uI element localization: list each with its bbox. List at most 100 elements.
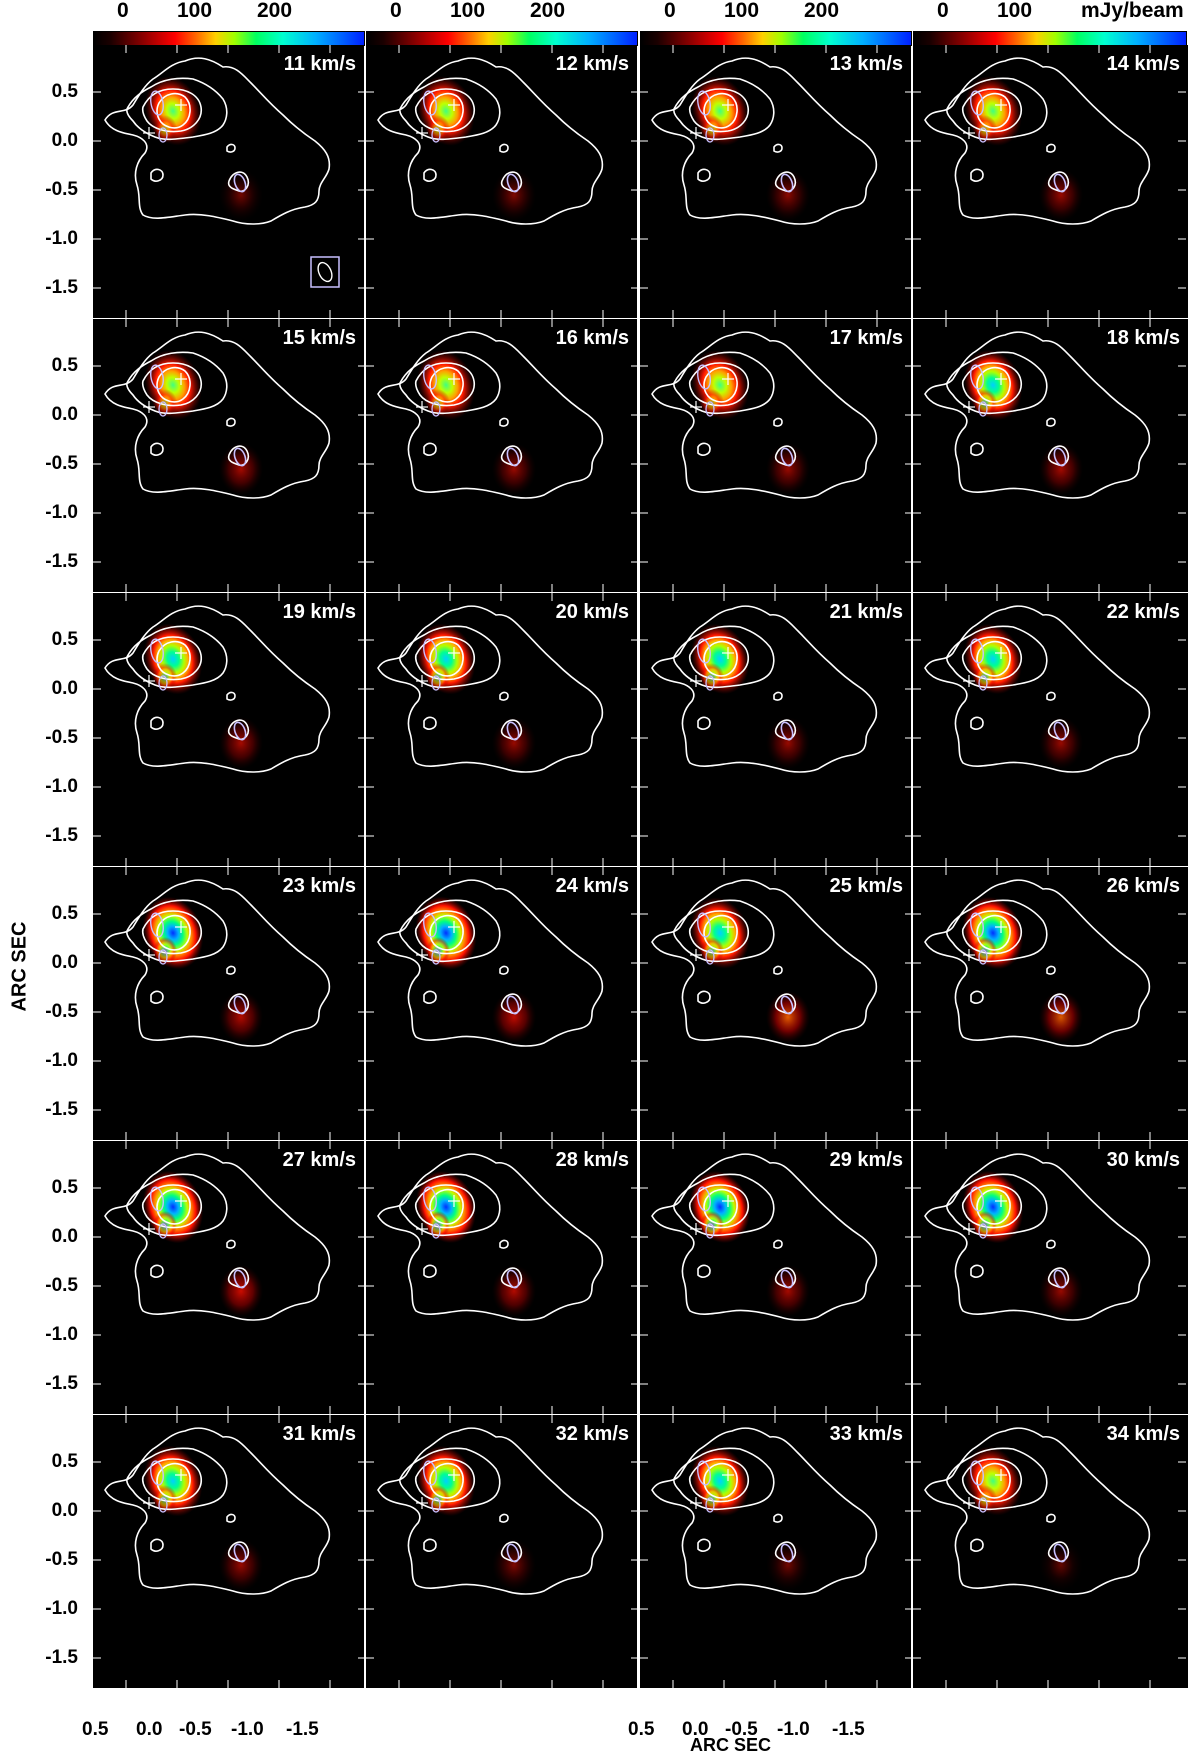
inner-contour: [141, 1184, 203, 1229]
inner-contour: [688, 1184, 750, 1229]
middle-contour: [673, 77, 775, 141]
colorbar-tick: 0: [937, 0, 949, 22]
center-contour-blob: [226, 143, 236, 153]
inner-contour: [961, 88, 1023, 133]
left-contour-blob: [423, 716, 437, 730]
core-contour: [429, 640, 464, 677]
south-source-contour: [233, 721, 247, 741]
south-contour-lobe: [227, 1267, 250, 1289]
core-contour: [156, 366, 191, 403]
secondary-source-contour: [158, 949, 168, 965]
south-source-contour: [780, 173, 794, 193]
left-contour-blob: [150, 442, 164, 456]
left-contour-blob: [697, 1538, 711, 1552]
south-emission: [1039, 443, 1083, 495]
channel-panel: 29 km/s: [640, 1141, 911, 1414]
channel-image: [93, 593, 364, 866]
y-tick: -0.5: [45, 1001, 78, 1022]
y-tick: 0.0: [51, 1500, 78, 1521]
middle-contour: [126, 351, 228, 415]
colorbar-tick: 200: [257, 0, 293, 22]
south-contour-lobe: [227, 1541, 250, 1563]
south-contour-lobe: [500, 1267, 523, 1289]
south-contour-lobe: [774, 993, 797, 1015]
channel-image: [366, 1415, 637, 1688]
x-tick: -1.5: [832, 1719, 865, 1740]
outer-contour: [651, 605, 878, 773]
channel-image: [366, 867, 637, 1140]
outer-contour: [924, 879, 1151, 1047]
core-contour: [703, 914, 738, 951]
core-emission: [143, 623, 203, 695]
center-contour-blob: [499, 691, 509, 701]
velocity-label: 23 km/s: [282, 875, 356, 897]
velocity-label: 18 km/s: [1106, 327, 1180, 349]
middle-contour: [399, 77, 501, 141]
center-contour-blob: [226, 965, 236, 975]
center-contour-blob: [499, 417, 509, 427]
y-tick: -0.5: [45, 1549, 78, 1570]
south-emission: [1039, 1265, 1083, 1317]
y-tick: -0.5: [45, 1275, 78, 1296]
y-tick: -1.0: [45, 1598, 78, 1619]
core-source-contour: [970, 1186, 984, 1212]
secondary-source-contour: [978, 949, 988, 965]
channel-image: [913, 867, 1186, 1140]
middle-contour: [399, 625, 501, 689]
south-emission: [492, 1265, 536, 1317]
inner-contour: [688, 910, 750, 955]
outer-contour: [924, 1153, 1151, 1321]
x-axis-title: ARC SEC: [690, 1735, 772, 1755]
inner-contour: [961, 362, 1023, 407]
inner-contour: [961, 1458, 1023, 1503]
channel-panel: 21 km/s: [640, 593, 911, 866]
south-source-contour: [233, 173, 247, 193]
core-contour: [429, 1188, 464, 1225]
middle-contour: [126, 625, 228, 689]
secondary-source-contour: [705, 949, 715, 965]
inner-contour: [688, 636, 750, 681]
channel-panel: 19 km/s: [93, 593, 364, 866]
y-tick: 0.5: [51, 1451, 78, 1472]
south-contour-lobe: [774, 171, 797, 193]
center-contour-blob: [1046, 417, 1056, 427]
south-contour-lobe: [1047, 171, 1070, 193]
south-source-contour: [1053, 173, 1067, 193]
inner-contour: [961, 910, 1023, 955]
south-emission: [492, 991, 536, 1043]
south-contour-lobe: [500, 719, 523, 741]
secondary-source-contour: [158, 127, 168, 143]
south-source-contour: [1053, 1269, 1067, 1289]
y-tick: -1.5: [45, 1099, 78, 1120]
south-emission: [219, 169, 263, 221]
inner-contour: [141, 636, 203, 681]
channel-image: [93, 45, 364, 318]
core-source-contour: [423, 1186, 437, 1212]
south-contour-lobe: [774, 719, 797, 741]
outer-contour: [104, 57, 331, 225]
south-contour-lobe: [774, 1267, 797, 1289]
secondary-source-contour: [431, 1497, 441, 1513]
core-contour: [703, 92, 738, 129]
velocity-label: 12 km/s: [555, 53, 629, 75]
colorbar-tick: 200: [804, 0, 840, 22]
velocity-label: 25 km/s: [829, 875, 903, 897]
south-source-contour: [780, 1269, 794, 1289]
south-source-contour: [233, 1543, 247, 1563]
channel-panel: 15 km/s: [93, 319, 364, 592]
velocity-label: 28 km/s: [555, 1149, 629, 1171]
outer-contour: [377, 879, 604, 1047]
core-source-contour: [423, 1460, 437, 1486]
inner-contour: [141, 88, 203, 133]
south-emission: [219, 443, 263, 495]
secondary-source-contour: [431, 401, 441, 417]
channel-image: [93, 867, 364, 1140]
center-contour-blob: [499, 965, 509, 975]
core-emission: [690, 623, 750, 695]
south-source-contour: [780, 1543, 794, 1563]
outer-contour: [924, 331, 1151, 499]
y-tick: -1.0: [45, 1324, 78, 1345]
inner-contour: [961, 1184, 1023, 1229]
colorbar-tick: 100: [997, 0, 1033, 22]
south-emission: [1039, 991, 1083, 1043]
